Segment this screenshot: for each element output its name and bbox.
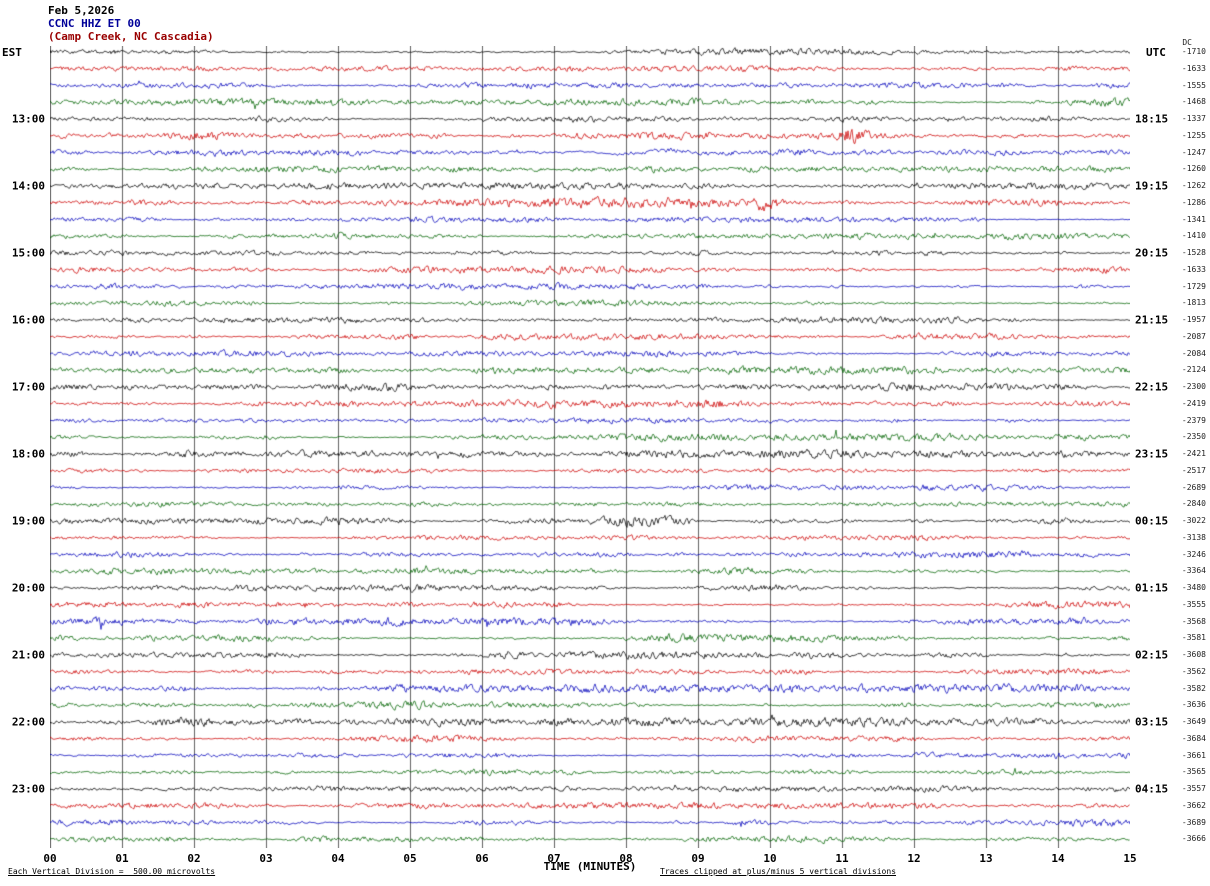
est-time-label: 19:00 [11,514,45,528]
date-line: Feb 5,2026 [48,4,115,17]
dc-offset-value: -3689 [1181,817,1206,827]
utc-time-label: 19:15 [1135,179,1169,193]
dc-offset-value: -3565 [1181,767,1206,777]
clip-note: Traces clipped at plus/minus 5 vertical … [660,867,897,876]
dc-offset-value: -3555 [1181,599,1206,609]
dc-offset-value: -3582 [1181,683,1206,693]
x-tick-label: 10 [763,852,777,865]
dc-offset-value: -2421 [1181,449,1206,458]
est-time-label: 21:00 [11,648,45,662]
dc-offset-value: -1262 [1181,181,1206,190]
x-tick-label: 13 [979,852,993,865]
dc-offset-value: -3246 [1181,549,1206,559]
x-tick-label: 04 [331,852,345,865]
est-time-label: 17:00 [11,380,45,394]
header: Feb 5,2026 CCNC HHZ ET 00 (Camp Creek, N… [48,4,214,43]
est-time-label: 13:00 [11,112,45,126]
x-tick-label: 02 [187,852,201,865]
utc-time-label: 00:15 [1135,514,1169,528]
est-time-label: 22:00 [11,715,45,729]
x-tick-label: 07 [547,852,561,865]
dc-offset-value: -1957 [1181,315,1206,324]
est-time-label: 14:00 [11,179,45,193]
dc-offset-value: -3666 [1181,834,1206,844]
est-time-label: 18:00 [11,447,45,461]
dc-offset-value: -1341 [1181,214,1206,224]
scale-note: Each Vertical Division = 500.00 microvol… [8,867,216,876]
est-time-label: 16:00 [11,313,45,327]
location-line: (Camp Creek, NC Cascadia) [48,30,214,43]
station-line: CCNC HHZ ET 00 [48,17,141,30]
dc-offset-value: -1633 [1181,264,1206,274]
utc-time-label: 01:15 [1135,581,1169,595]
dc-offset-value: -1286 [1181,197,1206,207]
dc-column-label: DC [1182,38,1192,47]
est-axis-label: EST [2,46,22,59]
x-tick-label: 06 [475,852,489,865]
dc-offset-value: -3480 [1181,583,1206,592]
utc-time-label: 03:15 [1135,715,1169,729]
dc-offset-value: -3138 [1181,532,1206,542]
dc-offset-value: -1468 [1181,97,1206,107]
x-tick-label: 05 [403,852,417,865]
dc-offset-value: -2084 [1181,348,1206,358]
utc-time-label: 02:15 [1135,648,1169,662]
dc-offset-value: -1555 [1181,80,1206,90]
dc-offset-value: -3662 [1181,800,1206,810]
dc-offset-value: -1813 [1181,298,1206,308]
x-tick-label: 00 [43,852,57,865]
utc-axis-label: UTC [1146,46,1166,59]
dc-offset-value: -3364 [1181,566,1206,576]
x-tick-label: 03 [259,852,273,865]
dc-offset-value: -3022 [1181,516,1206,525]
dc-offset-value: -1633 [1181,63,1206,73]
dc-offset-value: -1260 [1181,164,1206,174]
dc-offset-value: -2087 [1181,331,1206,341]
est-time-label: 20:00 [11,581,45,595]
dc-offset-value: -2379 [1181,415,1206,425]
dc-offset-value: -1337 [1181,114,1206,123]
dc-offset-value: -3649 [1181,717,1206,726]
dc-offset-value: -1410 [1181,231,1206,241]
dc-offset-value: -3568 [1181,616,1206,626]
dc-offset-value: -1247 [1181,147,1206,157]
dc-offset-value: -1710 [1181,47,1206,56]
dc-offset-value: -2689 [1181,482,1206,492]
dc-offset-value: -1729 [1181,281,1206,291]
utc-time-label: 23:15 [1135,447,1169,461]
utc-time-label: 20:15 [1135,246,1169,260]
utc-time-label: 04:15 [1135,782,1169,796]
dc-offset-value: -3636 [1181,700,1206,710]
x-tick-label: 09 [691,852,705,865]
x-tick-label: 01 [115,852,129,865]
utc-time-label: 22:15 [1135,380,1169,394]
x-tick-label: 08 [619,852,633,865]
dc-offset-value: -2840 [1181,499,1206,509]
x-tick-label: 14 [1051,852,1065,865]
dc-offset-value: -3684 [1181,733,1206,743]
x-tick-label: 11 [835,852,849,865]
dc-offset-value: -1528 [1181,248,1206,257]
x-axis-title: TIME (MINUTES) [543,860,637,873]
est-time-label: 23:00 [11,782,45,796]
dc-offset-value: -3562 [1181,666,1206,676]
utc-time-label: 21:15 [1135,313,1169,327]
utc-time-label: 18:15 [1135,112,1169,126]
dc-offset-value: -3608 [1181,650,1206,659]
dc-offset-value: -2300 [1181,382,1206,391]
dc-offset-value: -2517 [1181,465,1206,475]
dc-offset-value: -1255 [1181,130,1206,140]
dc-offset-value: -2350 [1181,432,1206,442]
seismogram-canvas [50,46,1130,848]
dc-offset-value: -3661 [1181,750,1206,760]
dc-offset-value: -3581 [1181,633,1206,643]
dc-offset-value: -2419 [1181,398,1206,408]
x-tick-label: 12 [907,852,921,865]
dc-offset-value: -2124 [1181,365,1206,375]
dc-offset-value: -3557 [1181,784,1206,793]
est-time-label: 15:00 [11,246,45,260]
x-tick-label: 15 [1123,852,1137,865]
